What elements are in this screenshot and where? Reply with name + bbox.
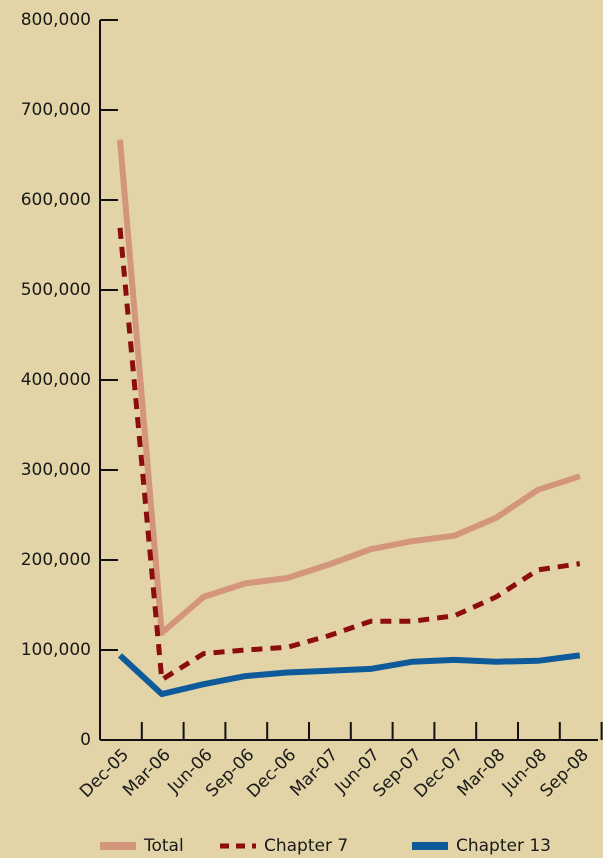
series-line	[117, 227, 581, 683]
y-tick-label: 400,000	[21, 370, 91, 390]
y-tick-label: 0	[80, 730, 91, 750]
y-tick-label: 100,000	[21, 640, 91, 660]
y-tick-label: 800,000	[21, 10, 91, 30]
y-tick-label: 200,000	[21, 550, 91, 570]
legend-label: Chapter 13	[456, 836, 551, 856]
legend-label: Total	[143, 836, 184, 856]
series-line	[117, 139, 581, 636]
y-tick-label: 600,000	[21, 190, 91, 210]
y-tick-label: 500,000	[21, 280, 91, 300]
y-tick-label: 700,000	[21, 100, 91, 120]
legend-label: Chapter 7	[264, 836, 348, 856]
series-line	[117, 652, 581, 698]
y-tick-label: 300,000	[21, 460, 91, 480]
